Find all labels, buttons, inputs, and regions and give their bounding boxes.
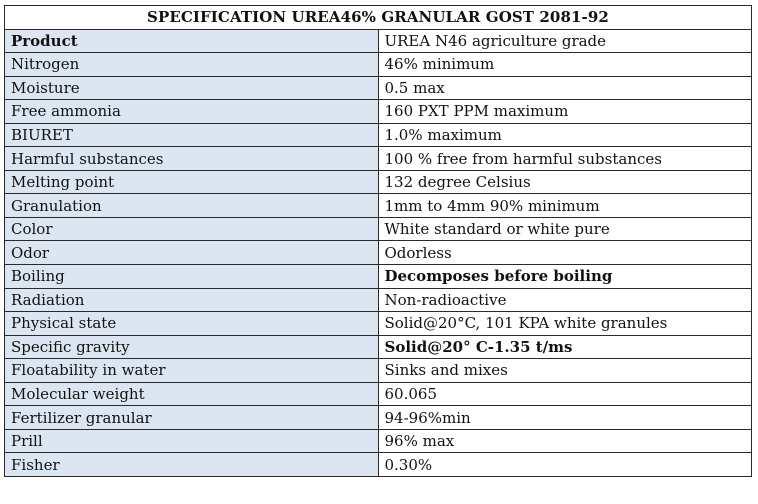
table-body: Product UREA N46 agriculture grade Nitroge… xyxy=(4,28,752,477)
spec-label: Nitrogen xyxy=(4,52,379,77)
table-row: Color White standard or white pure xyxy=(4,216,752,242)
table-row: Boiling Decomposes before boiling xyxy=(4,264,752,289)
spec-label: Product xyxy=(4,28,379,54)
table-row: Product UREA N46 agriculture grade xyxy=(4,28,752,54)
spec-label: Color xyxy=(4,216,379,242)
spec-label: Boiling xyxy=(4,264,379,289)
spec-label: Prill xyxy=(4,428,379,454)
spec-label: Fisher xyxy=(4,452,379,477)
spec-label: BIURET xyxy=(4,122,379,148)
spec-value: Odorless xyxy=(377,240,752,266)
spec-label: Floatability in water xyxy=(4,358,379,383)
spec-value: 96% max xyxy=(377,428,752,454)
spec-value: Solid@20° C-1.35 t/ms xyxy=(377,334,752,360)
spec-value: 46% minimum xyxy=(377,52,752,77)
spec-label: Physical state xyxy=(4,311,379,336)
spec-value: White standard or white pure xyxy=(377,216,752,242)
spec-value: 1mm to 4mm 90% minimum xyxy=(377,193,752,218)
spec-value: Decomposes before boiling xyxy=(377,264,752,289)
table-row: Molecular weight 60.065 xyxy=(4,381,752,407)
spec-label: Free ammonia xyxy=(4,99,379,124)
spec-label: Granulation xyxy=(4,193,379,218)
table-row: Nitrogen 46% minimum xyxy=(4,52,752,77)
spec-value: Non-radioactive xyxy=(377,287,752,313)
spec-value: Solid@20°C, 101 KPA white granules xyxy=(377,311,752,336)
table-row: Floatability in water Sinks and mixes xyxy=(4,358,752,383)
table-row: Odor Odorless xyxy=(4,240,752,266)
table-row: Specific gravity Solid@20° C-1.35 t/ms xyxy=(4,334,752,360)
table-row: Physical state Solid@20°C, 101 KPA white … xyxy=(4,311,752,336)
table-title: SPECIFICATION UREA46% GRANULAR GOST 2081… xyxy=(4,5,752,30)
spec-value: 132 degree Celsius xyxy=(377,169,752,195)
spec-value: 1.0% maximum xyxy=(377,122,752,148)
spec-label: Moisture xyxy=(4,75,379,101)
table-row: BIURET 1.0% maximum xyxy=(4,122,752,148)
table-title-row: SPECIFICATION UREA46% GRANULAR GOST 2081… xyxy=(4,5,752,30)
specification-table: SPECIFICATION UREA46% GRANULAR GOST 2081… xyxy=(4,5,752,477)
spec-label: Fertilizer granular xyxy=(4,405,379,430)
spec-label: Melting point xyxy=(4,169,379,195)
spec-value: 160 PXT PPM maximum xyxy=(377,99,752,124)
table-row: Moisture 0.5 max xyxy=(4,75,752,101)
table-row: Melting point 132 degree Celsius xyxy=(4,169,752,195)
table-row: Free ammonia 160 PXT PPM maximum xyxy=(4,99,752,124)
spec-value: 94-96%min xyxy=(377,405,752,430)
spec-label: Radiation xyxy=(4,287,379,313)
spec-label: Specific gravity xyxy=(4,334,379,360)
table-row: Fisher 0.30% xyxy=(4,452,752,477)
spec-value: 100 % free from harmful substances xyxy=(377,146,752,171)
spec-value: 0.5 max xyxy=(377,75,752,101)
spec-value: UREA N46 agriculture grade xyxy=(377,28,752,54)
table-row: Granulation 1mm to 4mm 90% minimum xyxy=(4,193,752,218)
spec-label: Harmful substances xyxy=(4,146,379,171)
table-row: Prill 96% max xyxy=(4,428,752,454)
spec-value: Sinks and mixes xyxy=(377,358,752,383)
table-row: Radiation Non-radioactive xyxy=(4,287,752,313)
spec-value: 60.065 xyxy=(377,381,752,407)
spec-value: 0.30% xyxy=(377,452,752,477)
spec-label: Molecular weight xyxy=(4,381,379,407)
spec-label: Odor xyxy=(4,240,379,266)
table-row: Harmful substances 100 % free from harmfu… xyxy=(4,146,752,171)
table-row: Fertilizer granular 94-96%min xyxy=(4,405,752,430)
